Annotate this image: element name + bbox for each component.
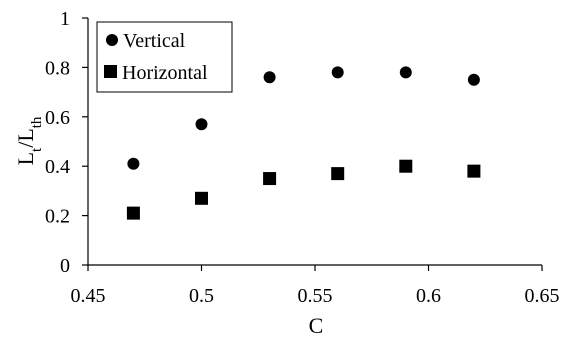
y-tick-label: 0.2 [45, 206, 70, 228]
y-tick-label: 0.4 [45, 156, 70, 178]
x-tick-label: 0.65 [525, 285, 560, 307]
legend-box [96, 21, 233, 93]
y-ticks [82, 17, 88, 266]
point-vertical [399, 66, 412, 79]
point-horizontal [126, 206, 140, 220]
point-vertical [127, 157, 140, 170]
x-tick-labels: 0.45 0.5 0.55 0.6 0.65 [71, 285, 560, 307]
data-points [126, 66, 481, 220]
point-horizontal [263, 172, 277, 186]
legend-horizontal-marker [104, 65, 117, 78]
x-tick-label: 0.55 [298, 285, 333, 307]
point-vertical [467, 73, 480, 86]
y-axis-title: Lt/Lth [13, 116, 45, 165]
x-ticks [87, 265, 543, 271]
y-tick-label: 1 [60, 8, 70, 30]
legend: Vertical Horizontal [96, 21, 233, 93]
x-axis-title: C [309, 313, 324, 338]
point-horizontal [195, 191, 208, 205]
x-tick-label: 0.45 [71, 285, 106, 307]
x-tick-label: 0.6 [416, 285, 441, 307]
legend-vertical-label: Vertical [123, 30, 186, 52]
point-vertical [331, 66, 344, 79]
point-vertical [195, 118, 208, 131]
y-tick-label: 0 [60, 255, 70, 277]
x-tick-label: 0.5 [189, 285, 214, 307]
legend-vertical-marker [106, 34, 118, 46]
y-tick-label: 0.6 [45, 107, 70, 129]
point-horizontal [331, 167, 345, 181]
y-tick-labels: 0 0.2 0.4 0.6 0.8 1 [45, 8, 70, 277]
legend-horizontal-label: Horizontal [122, 62, 208, 84]
point-horizontal [467, 164, 481, 178]
point-horizontal [399, 159, 413, 173]
point-vertical [263, 71, 276, 84]
y-tick-label: 0.8 [45, 57, 70, 79]
